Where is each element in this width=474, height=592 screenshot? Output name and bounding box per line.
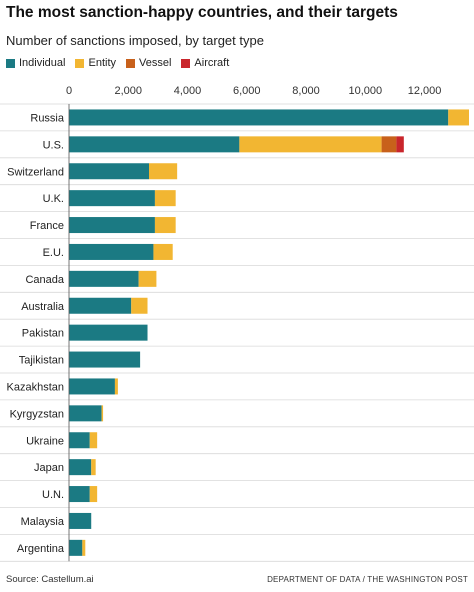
legend-swatch-individual [6,58,15,68]
legend-item-entity: Entity [75,57,116,69]
credit-line: DEPARTMENT OF DATA / THE WASHINGTON POST [267,575,468,584]
bar-kyrgyzstan-entity [101,405,104,422]
bar-argentina-individual [69,539,83,556]
category-label: Argentina [17,543,65,555]
stacked-bar-chart: 0 2,000 4,000 6,000 8,000 10,000 12,000 Russia U… [0,85,474,562]
bar-u-s-aircraft [396,136,404,153]
bar-u-s-entity [239,136,382,153]
x-tick-label: 10,000 [348,85,382,97]
legend-item-individual: Individual [6,57,65,69]
legend-swatch-entity [75,58,85,68]
bar-tajikistan-individual [69,351,141,368]
category-label: Canada [25,274,64,286]
category-label: Japan [34,462,64,474]
legend-item-aircraft: Aircraft [181,57,229,69]
bar-ukraine-entity [89,432,98,449]
bar-argentina-entity [82,539,86,556]
bar-e-u-individual [69,243,154,260]
category-label: Tajikistan [19,355,64,367]
category-label: U.S. [43,139,64,151]
legend-swatch-aircraft [181,58,191,68]
category-label: Kazakhstan [7,381,64,393]
bar-e-u-entity [153,243,173,260]
bar-u-n-entity [89,486,98,503]
chart-title: The most sanction-happy countries, and t… [6,4,398,21]
bar-u-s-vessel [381,136,397,153]
bar-kyrgyzstan-individual [69,405,102,422]
legend-label-aircraft: Aircraft [194,57,230,69]
bar-japan-entity [91,459,96,476]
bar-russia-entity [448,109,469,126]
category-label: Ukraine [26,435,64,447]
legend-label-vessel: Vessel [139,57,172,69]
category-label: Malaysia [21,516,65,528]
category-label: Pakistan [22,328,64,340]
bar-pakistan-individual [69,324,148,341]
bar-u-k-entity [154,190,176,207]
bar-canada-entity [138,270,157,287]
source-note: Source: Castellum.ai [6,574,94,585]
legend-item-vessel: Vessel [126,57,171,69]
category-label: E.U. [43,247,64,259]
category-label: U.N. [42,489,64,501]
bar-switzerland-entity [149,163,178,180]
x-tick-label: 8,000 [292,85,320,97]
bar-u-n-individual [69,486,90,503]
category-label: Australia [21,301,65,313]
category-label: Kyrgyzstan [10,408,64,420]
legend-label-entity: Entity [88,57,116,69]
x-tick-label: 0 [66,85,72,97]
bar-japan-individual [69,459,92,476]
legend-label-individual: Individual [19,57,66,69]
bar-malaysia-individual [69,512,92,529]
legend: Individual Entity Vessel Aircraft [6,57,239,69]
bar-australia-entity [131,297,148,314]
bar-australia-individual [69,297,132,314]
category-label: Russia [30,112,65,124]
bar-kazakhstan-entity [114,378,118,395]
bar-switzerland-individual [69,163,149,180]
x-tick-label: 4,000 [174,85,202,97]
x-tick-label: 2,000 [114,85,142,97]
bar-kazakhstan-individual [69,378,115,395]
category-label: France [30,220,64,232]
bar-ukraine-individual [69,432,90,449]
x-tick-label: 6,000 [233,85,261,97]
bar-u-k-individual [69,190,155,207]
bar-u-s-individual [69,136,240,153]
x-tick-label: 12,000 [408,85,442,97]
category-label: U.K. [43,193,64,205]
chart-subtitle: Number of sanctions imposed, by target t… [6,33,264,48]
bar-france-entity [154,217,176,234]
bar-russia-individual [69,109,449,126]
bar-canada-individual [69,270,139,287]
category-label: Switzerland [7,166,64,178]
legend-swatch-vessel [126,58,135,68]
bar-france-individual [69,217,155,234]
